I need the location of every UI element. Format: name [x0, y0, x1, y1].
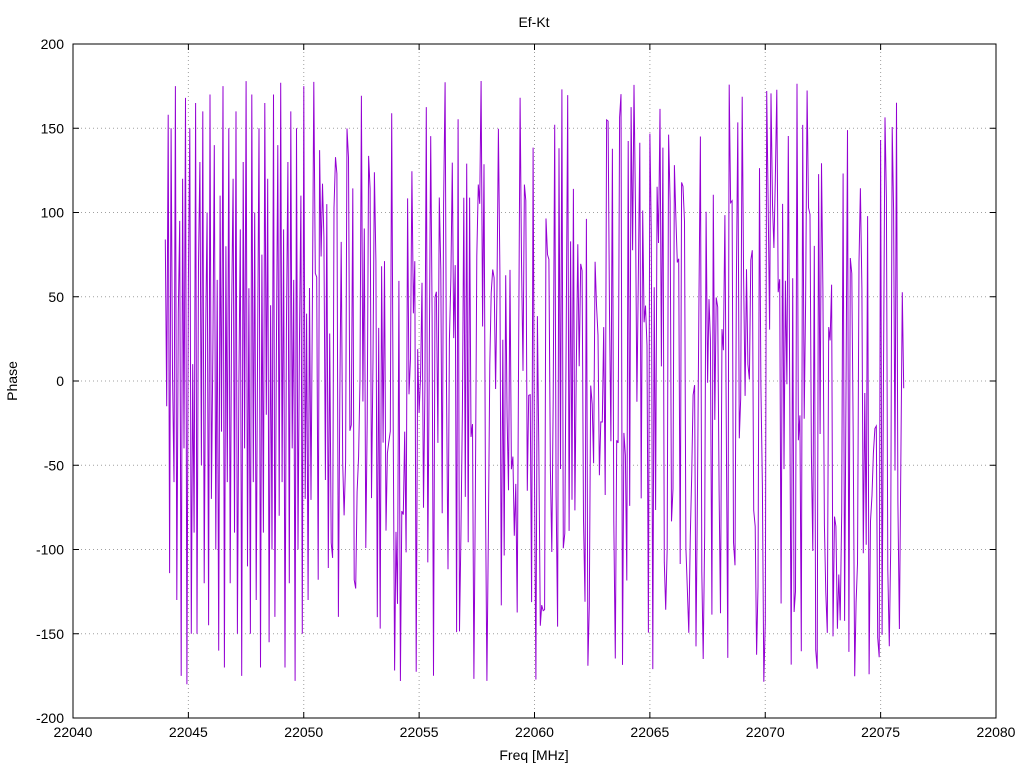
x-tick-label: 22055 [400, 724, 439, 740]
y-tick-label: -200 [36, 710, 64, 726]
y-tick-label: -50 [44, 457, 64, 473]
x-tick-label: 22050 [284, 724, 323, 740]
plot-frame [72, 43, 997, 719]
x-tick-label: 22040 [54, 724, 93, 740]
x-tick-labels: 22040 22045 22050 22055 22060 22065 22070 22075… [54, 724, 1016, 740]
y-tick-label: -150 [36, 626, 64, 642]
chart-title: Ef-Kt [518, 14, 549, 30]
x-tick-label: 22045 [169, 724, 208, 740]
y-tick-label: -100 [36, 542, 64, 558]
y-tick-label: 150 [41, 120, 65, 136]
x-tick-label: 22065 [630, 724, 669, 740]
series-layer [164, 80, 905, 685]
x-tick-label: 22060 [515, 724, 554, 740]
y-tick-label: 50 [48, 289, 64, 305]
x-tick-label: 22070 [746, 724, 785, 740]
y-tick-label: 0 [56, 373, 64, 389]
x-tick-label: 22075 [861, 724, 900, 740]
y-axis-label: Phase [4, 361, 20, 401]
y-tick-labels: -200 -150 -100 -50 0 50 100 150 200 [36, 36, 64, 726]
y-tick-label: 200 [41, 36, 65, 52]
x-tick-label: 22080 [977, 724, 1016, 740]
series-line [164, 80, 905, 685]
x-axis-label: Freq [MHz] [499, 747, 568, 763]
y-tick-label: 100 [41, 205, 65, 221]
